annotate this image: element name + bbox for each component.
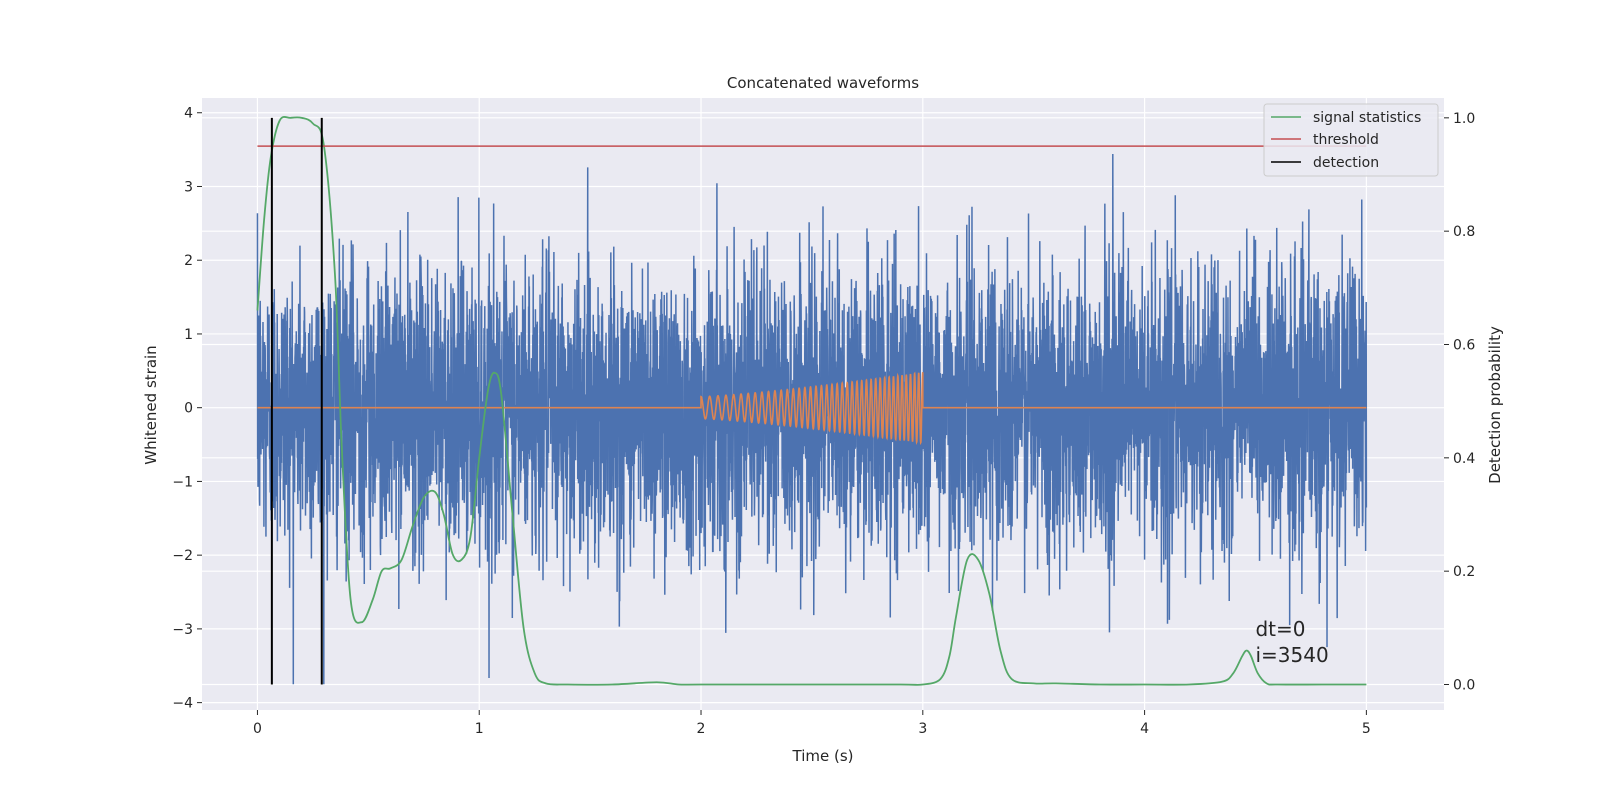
axis-ticks: 0 1 2 3 4 5 −4 −3 −2 −1 0 1 2 3 4 0.0 0.2 0.4 0.6 0.8 1.0 [172,106,1475,737]
injection-line [257,371,1367,446]
noise-line [256,154,1368,685]
y-tick-label: −1 [172,474,193,490]
annotation-index: i=3540 [1255,643,1328,667]
y2-tick-label: 0.2 [1453,564,1475,580]
x-tick-label: 0 [253,721,262,737]
x-tick-label: 3 [918,721,927,737]
y2-tick-label: 0.0 [1453,678,1475,694]
detection-series [270,117,323,685]
legend: signal statistics threshold detection [1263,103,1439,177]
y-axis-label: Whitened strain [142,345,160,464]
x-tick-label: 4 [1140,721,1149,737]
x-tick-label: 5 [1362,721,1371,737]
y-tick-label: −2 [172,548,193,564]
y-tick-label: 4 [184,106,193,122]
legend-detection-label: detection [1313,155,1379,171]
y2-tick-label: 0.4 [1453,451,1475,467]
y2-tick-label: 0.8 [1453,224,1475,240]
signal-statistics-series [256,116,1367,686]
y-tick-label: −4 [172,696,193,712]
injection-series [257,371,1367,446]
y2-axis-label: Detection probability [1486,326,1504,484]
annotation-dt: dt=0 [1255,617,1305,641]
x-tick-label: 2 [697,721,706,737]
y-tick-label: −3 [172,622,193,638]
x-tick-label: 1 [475,721,484,737]
signal-statistics-line [256,116,1367,686]
noise-series [256,154,1368,685]
y-tick-label: 2 [184,253,193,269]
legend-threshold-label: threshold [1313,132,1379,148]
legend-box [1263,103,1439,177]
y-tick-label: 3 [184,179,193,195]
y-tick-label: 0 [184,401,193,417]
y-tick-label: 1 [184,327,193,343]
y2-tick-label: 0.6 [1453,338,1475,354]
chart-title: Concatenated waveforms [727,74,919,92]
y2-tick-label: 1.0 [1453,111,1475,127]
legend-signal-statistics-label: signal statistics [1313,110,1421,126]
x-axis-label: Time (s) [792,747,854,765]
